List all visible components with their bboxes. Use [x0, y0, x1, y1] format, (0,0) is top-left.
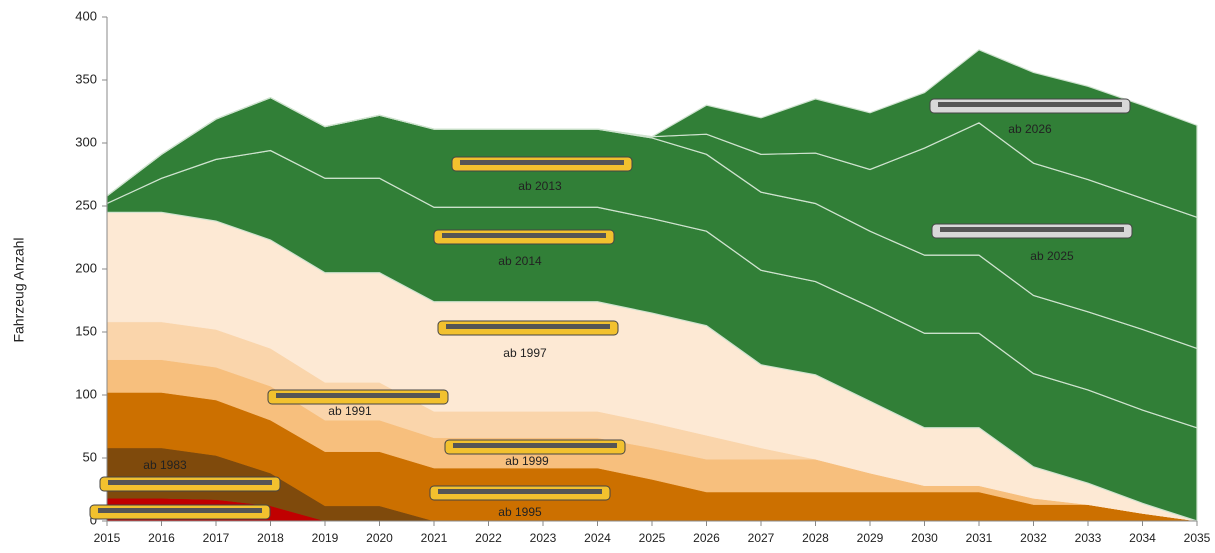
- x-tick-label: 2020: [366, 531, 393, 545]
- series-label: ab 2026: [1008, 122, 1052, 136]
- x-tick-label: 2019: [312, 531, 339, 545]
- y-tick-label: 150: [75, 323, 97, 338]
- series-label: ab 1991: [328, 404, 372, 418]
- area: [106, 49, 1198, 219]
- y-tick-label: 0: [90, 512, 97, 527]
- x-tick-label: 2030: [911, 531, 938, 545]
- x-tick-label: 2018: [257, 531, 284, 545]
- x-tick-label: 2022: [475, 531, 502, 545]
- series-label: ab 1999: [505, 454, 549, 468]
- y-tick-label: 350: [75, 71, 97, 86]
- x-tick-label: 2015: [94, 531, 121, 545]
- x-tick-label: 2031: [966, 531, 993, 545]
- tram-windows: [940, 227, 1124, 232]
- tram-windows: [446, 324, 610, 329]
- y-tick-label: 50: [83, 449, 97, 464]
- tram-windows: [438, 489, 602, 494]
- x-tick-label: 2032: [1020, 531, 1047, 545]
- x-tick-label: 2026: [693, 531, 720, 545]
- tram-windows: [442, 233, 606, 238]
- y-tick-label: 250: [75, 197, 97, 212]
- series-label: ab 2014: [498, 254, 542, 268]
- tram-windows: [453, 443, 617, 448]
- series-label: ab 2013: [518, 179, 562, 193]
- x-tick-label: 2035: [1184, 531, 1211, 545]
- x-tick-label: 2025: [639, 531, 666, 545]
- series-label: ab 1983: [143, 458, 187, 472]
- tram-windows: [98, 508, 262, 513]
- series-label: ab 2025: [1030, 249, 1074, 263]
- tram-windows: [460, 160, 624, 165]
- y-tick-label: 100: [75, 386, 97, 401]
- x-tick-label: 2027: [748, 531, 775, 545]
- tram-windows: [276, 393, 440, 398]
- series-label: ab 1997: [503, 346, 547, 360]
- x-tick-label: 2021: [421, 531, 448, 545]
- x-tick-label: 2017: [203, 531, 230, 545]
- y-tick-label: 400: [75, 8, 97, 23]
- x-tick-label: 2034: [1129, 531, 1156, 545]
- x-tick-label: 2029: [857, 531, 884, 545]
- x-tick-label: 2033: [1075, 531, 1102, 545]
- y-axis-label: Fahrzeug Anzahl: [11, 237, 27, 342]
- x-tick-label: 2028: [802, 531, 829, 545]
- x-tick-label: 2016: [148, 531, 175, 545]
- tram-windows: [938, 102, 1122, 107]
- x-tick-label: 2023: [530, 531, 557, 545]
- y-tick-label: 200: [75, 260, 97, 275]
- x-tick-label: 2024: [584, 531, 611, 545]
- tram-windows: [108, 480, 272, 485]
- y-tick-label: 300: [75, 134, 97, 149]
- series-label: ab 1995: [498, 505, 542, 519]
